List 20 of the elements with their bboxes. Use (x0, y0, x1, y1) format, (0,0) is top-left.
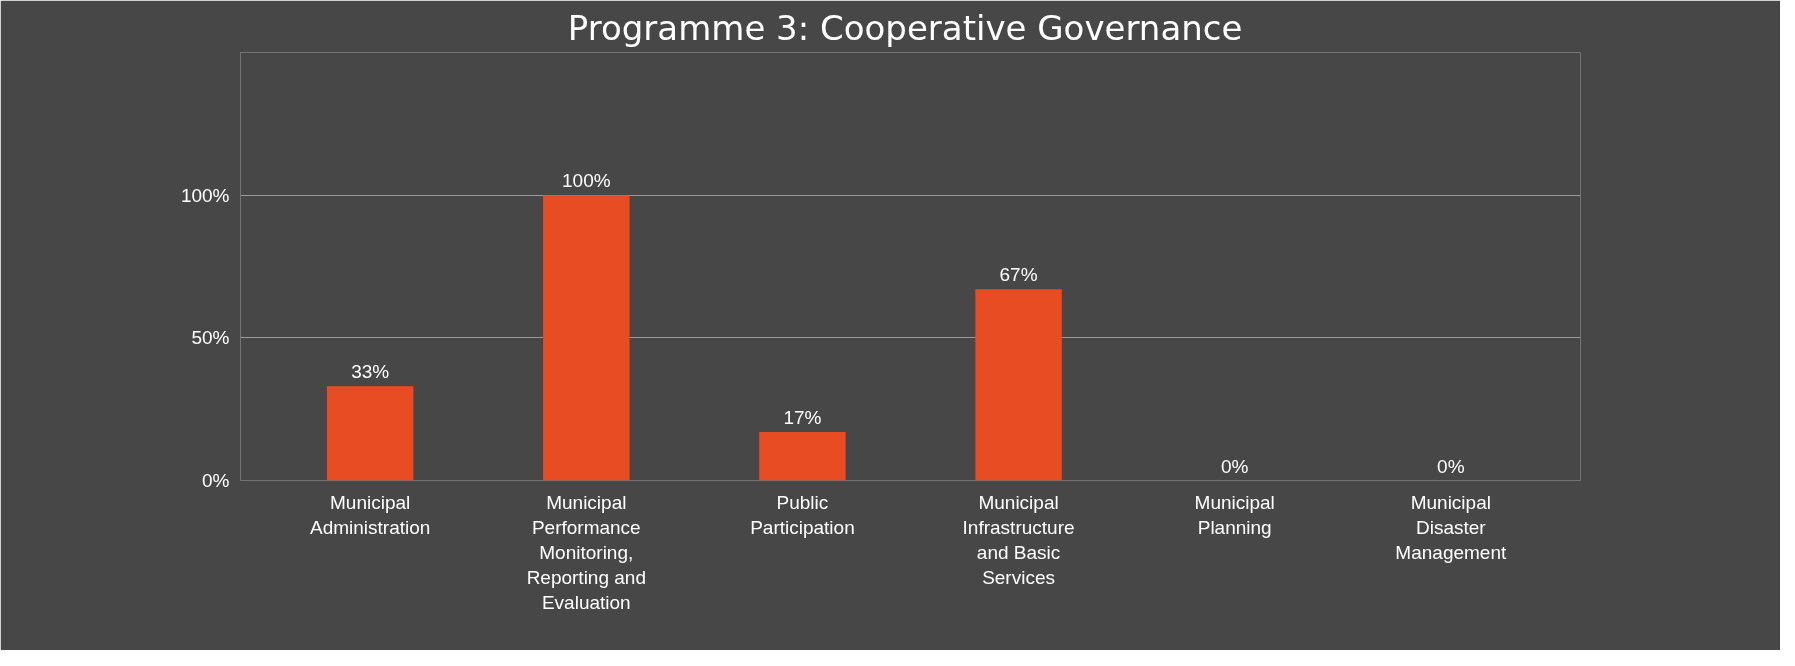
x-tick-label: Municipal Infrastructure and Basic Services (962, 491, 1075, 589)
data-label: 0% (1437, 455, 1465, 477)
chart-title: Programme 3: Cooperative Governance (567, 7, 1243, 48)
y-tick-label: 0% (202, 470, 230, 491)
x-tick-label: Municipal Planning (1194, 491, 1275, 538)
x-tick-label: Municipal Performance Monitoring, Reporting and Evaluation (526, 491, 646, 614)
bar (543, 195, 630, 481)
y-tick-label: 100% (180, 184, 230, 206)
bar (975, 289, 1062, 481)
data-label: 17% (783, 406, 822, 428)
x-tick-label: Public Participation (750, 491, 855, 538)
x-tick-label: Municipal Disaster Management (1395, 491, 1507, 563)
x-tick-label: Municipal Administration (309, 491, 431, 538)
data-label: 0% (1220, 455, 1249, 477)
data-label: 100% (562, 170, 611, 192)
data-label: 33% (351, 361, 390, 383)
bar (326, 386, 414, 481)
y-tick-label: 50% (191, 327, 230, 349)
bar (759, 431, 846, 481)
data-label: 67% (999, 264, 1038, 286)
